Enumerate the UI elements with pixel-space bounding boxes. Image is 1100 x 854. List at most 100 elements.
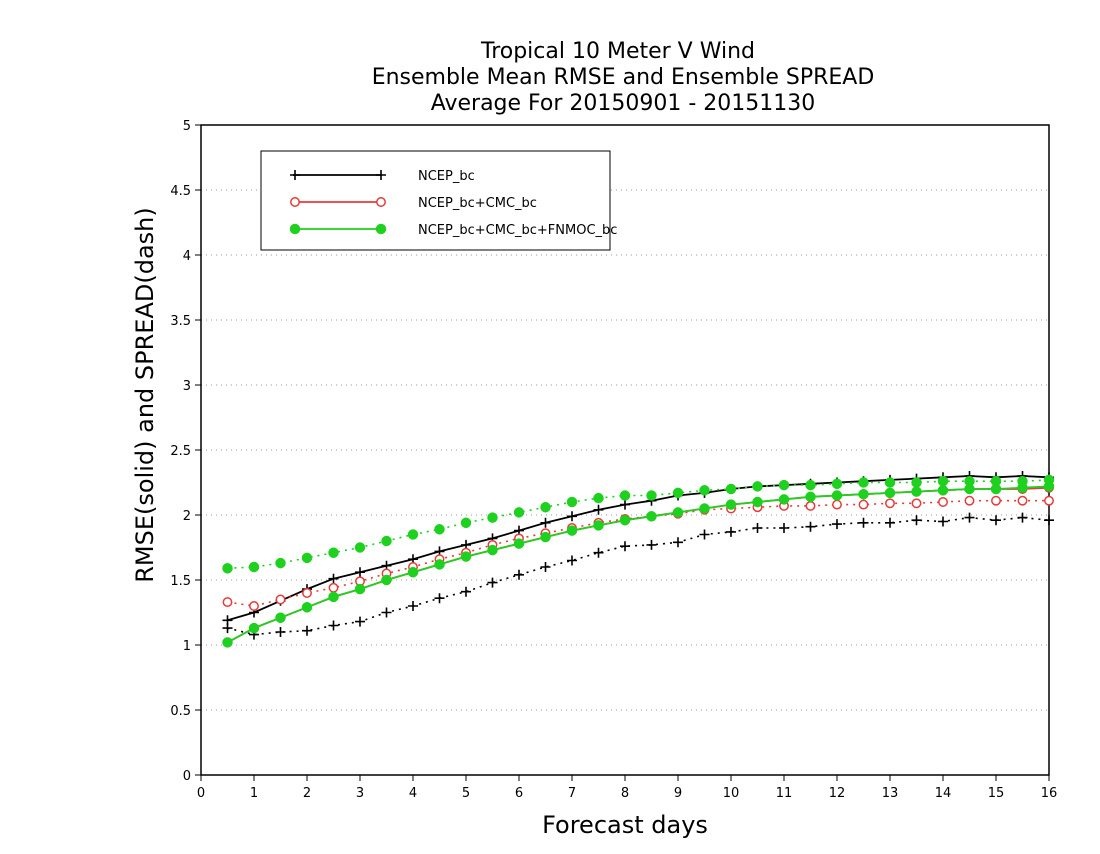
y-tick-label: 2.5 [170, 444, 191, 459]
rmse-point [222, 615, 233, 626]
rmse-point [540, 531, 551, 543]
spread-point [779, 523, 789, 533]
y-tick-label: 4.5 [170, 184, 191, 199]
rmse-point [567, 511, 577, 522]
spread-point [460, 517, 472, 529]
chart-title-line-3: Average For 20150901 - 20151130 [431, 91, 816, 116]
x-tick-label: 11 [776, 786, 793, 801]
spread-point [222, 563, 233, 574]
spread-point [302, 588, 312, 598]
rmse-point [328, 573, 339, 584]
rmse-point [725, 499, 737, 510]
rmse-point [990, 483, 1002, 495]
y-axis-label: RMSE(solid) and SPREAD(dash) [131, 207, 159, 583]
spread-point [620, 541, 630, 552]
spread-point [328, 620, 339, 631]
x-tick-label: 16 [1041, 786, 1058, 801]
spread-point [726, 526, 736, 537]
spread-point [991, 495, 1001, 506]
spread-point [355, 616, 365, 627]
legend-marker [375, 223, 387, 235]
rmse-point [434, 559, 445, 570]
x-tick-label: 12 [829, 786, 846, 801]
spread-point [805, 500, 816, 511]
spread-point [593, 547, 604, 558]
rmse-point [355, 567, 365, 578]
series-NCEP_bc+CMC_bc+FNMOC_bc [222, 474, 1055, 648]
spread-point [407, 529, 419, 540]
x-tick-label: 6 [515, 786, 523, 801]
spread-point [938, 516, 948, 527]
spread-point [725, 483, 737, 495]
spread-point [805, 521, 816, 532]
rmse-point [222, 637, 233, 648]
rmse-point [646, 511, 657, 522]
spread-point [408, 601, 418, 611]
rmse-point [1043, 481, 1055, 492]
spread-point [354, 542, 366, 553]
spread-point [302, 625, 312, 636]
spread-point [752, 523, 763, 533]
x-tick-label: 5 [462, 786, 470, 801]
spread-point [513, 507, 525, 518]
spread-point [831, 478, 843, 490]
chart-title-line-2: Ensemble Mean RMSE and Ensemble SPREAD [372, 65, 875, 90]
x-axis-label: Forecast days [542, 811, 708, 839]
chart-title: Tropical 10 Meter V Wind Ensemble Mean R… [372, 39, 875, 116]
spread-point [858, 499, 869, 510]
spread-point [434, 524, 445, 535]
spread-line [227, 516, 1050, 636]
x-tick-label: 14 [935, 786, 952, 801]
spread-point [911, 515, 922, 526]
spread-point [566, 496, 578, 508]
spread-point [248, 561, 260, 573]
spread-point [328, 547, 339, 558]
legend-item: NCEP_bc+CMC_bc+FNMOC_bc [289, 223, 617, 238]
spread-point [805, 479, 816, 491]
rmse-point [964, 483, 975, 495]
spread-point [540, 501, 551, 513]
x-tick-label: 3 [356, 786, 364, 801]
legend-box [260, 150, 611, 251]
spread-point [885, 498, 895, 509]
series-NCEP_bc+CMC_bc [222, 482, 1054, 648]
x-tick-label: 2 [303, 786, 311, 801]
x-tick-label: 0 [197, 786, 205, 801]
rmse-line [227, 475, 1050, 622]
spread-point [1044, 495, 1054, 506]
spread-point [487, 512, 498, 523]
x-tick-label: 1 [250, 786, 258, 801]
y-tick-label: 0 [183, 769, 191, 784]
spread-point [937, 475, 949, 487]
spread-point [778, 479, 790, 491]
legend-label: NCEP_bc [418, 169, 475, 184]
series-NCEP_bc [222, 471, 1054, 640]
spread-point [540, 562, 551, 572]
spread-point [222, 597, 233, 608]
spread-point [646, 490, 657, 501]
rmse-point [937, 485, 949, 496]
spread-point [275, 557, 286, 569]
spread-point [964, 512, 975, 523]
spread-point [858, 517, 869, 528]
spread-point [328, 582, 339, 593]
spread-point [911, 477, 922, 488]
rmse-point [381, 574, 392, 586]
rmse-point [566, 525, 578, 536]
spread-point [1044, 515, 1054, 526]
rmse-point [248, 622, 260, 634]
x-tick-label: 9 [674, 786, 682, 801]
y-tick-label: 1.5 [170, 574, 191, 589]
spread-point [964, 495, 975, 506]
spread-point [1017, 512, 1028, 523]
spread-point [619, 490, 631, 501]
spread-point [673, 537, 683, 548]
spread-point [434, 593, 445, 604]
spread-point [567, 555, 577, 566]
rmse-point [407, 566, 419, 578]
chart-title-line-1: Tropical 10 Meter V Wind [480, 39, 755, 64]
spread-point [1017, 495, 1028, 506]
rmse-point [672, 507, 684, 518]
legend-label: NCEP_bc+CMC_bc [418, 196, 537, 211]
